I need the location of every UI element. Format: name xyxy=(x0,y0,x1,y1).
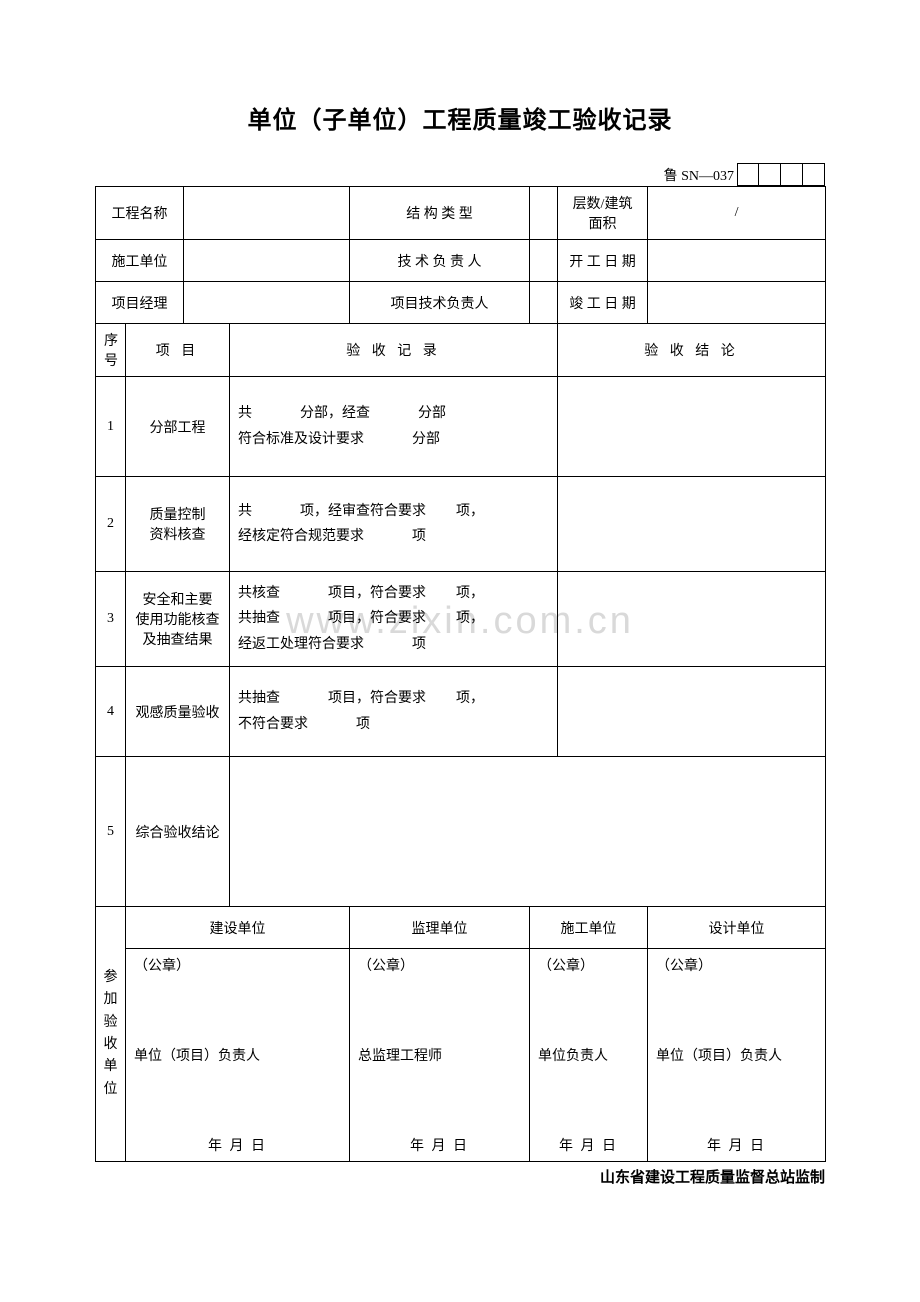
header-conclusion: 验 收 结 论 xyxy=(558,324,826,377)
role-text: 单位负责人 xyxy=(538,1045,639,1065)
value-project-tech-leader xyxy=(530,282,558,324)
code-box xyxy=(737,164,759,186)
label-start-date: 开 工 日 期 xyxy=(558,240,648,282)
main-table: 工程名称 结 构 类 型 层数/建筑面积 / 施工单位 技 术 负 责 人 开 … xyxy=(95,186,826,1162)
unit-name: 建设单位 xyxy=(126,907,350,949)
code-box xyxy=(803,164,825,186)
value-pm xyxy=(184,282,350,324)
page-title: 单位（子单位）工程质量竣工验收记录 xyxy=(95,100,825,135)
unit-cell: （公章） 单位（项目）负责人 年 月 日 xyxy=(648,949,826,1162)
seal-text: （公章） xyxy=(538,955,639,975)
cell-record xyxy=(230,757,826,907)
cell-item: 分部工程 xyxy=(126,377,230,477)
cell-record: 共核查项目，符合要求项，共抽查项目，符合要求项，经返工处理符合要求项 xyxy=(230,572,558,667)
cell-record: 共抽查项目，符合要求项，不符合要求项 xyxy=(230,667,558,757)
info-row-2: 施工单位 技 术 负 责 人 开 工 日 期 xyxy=(96,240,826,282)
table-row: 2 质量控制资料核查 共项，经审查符合要求项，经核定符合规范要求项 xyxy=(96,477,826,572)
unit-name: 施工单位 xyxy=(530,907,648,949)
value-project-name xyxy=(184,187,350,240)
value-floors-area: / xyxy=(648,187,826,240)
unit-name: 监理单位 xyxy=(350,907,530,949)
table-header-row: 序号 项 目 验 收 记 录 验 收 结 论 xyxy=(96,324,826,377)
unit-name: 设计单位 xyxy=(648,907,826,949)
date-line: 年 月 日 xyxy=(538,1135,639,1155)
cell-seq: 3 xyxy=(96,572,126,667)
role-text: 总监理工程师 xyxy=(358,1045,521,1065)
label-project-tech-leader: 项目技术负责人 xyxy=(350,282,530,324)
cell-record: 共项，经审查符合要求项，经核定符合规范要求项 xyxy=(230,477,558,572)
cell-conclusion xyxy=(558,572,826,667)
value-structure-type xyxy=(530,187,558,240)
participant-header-row: 参加验收单位 建设单位 监理单位 施工单位 设计单位 xyxy=(96,907,826,949)
table-row: 4 观感质量验收 共抽查项目，符合要求项，不符合要求项 xyxy=(96,667,826,757)
label-tech-leader: 技 术 负 责 人 xyxy=(350,240,530,282)
value-construction-unit xyxy=(184,240,350,282)
header-item: 项 目 xyxy=(126,324,230,377)
value-completion-date xyxy=(648,282,826,324)
cell-item: 综合验收结论 xyxy=(126,757,230,907)
table-row: 3 安全和主要使用功能核查及抽查结果 共核查项目，符合要求项，共抽查项目，符合要… xyxy=(96,572,826,667)
cell-seq: 2 xyxy=(96,477,126,572)
side-label-text: 参加验收单位 xyxy=(102,967,120,1101)
value-tech-leader xyxy=(530,240,558,282)
unit-cell: （公章） 总监理工程师 年 月 日 xyxy=(350,949,530,1162)
role-text: 单位（项目）负责人 xyxy=(134,1045,341,1065)
cell-seq: 1 xyxy=(96,377,126,477)
label-pm: 项目经理 xyxy=(96,282,184,324)
footer-text: 山东省建设工程质量监督总站监制 xyxy=(95,1166,825,1187)
value-start-date xyxy=(648,240,826,282)
cell-seq: 5 xyxy=(96,757,126,907)
cell-record: 共分部，经查分部符合标准及设计要求分部 xyxy=(230,377,558,477)
seal-text: （公章） xyxy=(656,955,817,975)
cell-seq: 4 xyxy=(96,667,126,757)
form-code-row: 鲁 SN—037 xyxy=(95,163,825,186)
label-project-name: 工程名称 xyxy=(96,187,184,240)
date-line: 年 月 日 xyxy=(358,1135,521,1155)
form-code-label: 鲁 SN—037 xyxy=(664,165,734,185)
table-row: 5 综合验收结论 xyxy=(96,757,826,907)
seal-text: （公章） xyxy=(358,955,521,975)
header-seq: 序号 xyxy=(96,324,126,377)
info-row-1: 工程名称 结 构 类 型 层数/建筑面积 / xyxy=(96,187,826,240)
unit-cell: （公章） 单位（项目）负责人 年 月 日 xyxy=(126,949,350,1162)
participant-body-row: （公章） 单位（项目）负责人 年 月 日 （公章） 总监理工程师 年 月 日 （… xyxy=(96,949,826,1162)
unit-cell: （公章） 单位负责人 年 月 日 xyxy=(530,949,648,1162)
seal-text: （公章） xyxy=(134,955,341,975)
table-row: 1 分部工程 共分部，经查分部符合标准及设计要求分部 xyxy=(96,377,826,477)
cell-conclusion xyxy=(558,377,826,477)
cell-conclusion xyxy=(558,477,826,572)
date-line: 年 月 日 xyxy=(134,1135,341,1155)
cell-item: 观感质量验收 xyxy=(126,667,230,757)
code-box xyxy=(781,164,803,186)
label-floors-area: 层数/建筑面积 xyxy=(558,187,648,240)
participant-side-label: 参加验收单位 xyxy=(96,907,126,1162)
cell-item: 质量控制资料核查 xyxy=(126,477,230,572)
label-construction-unit: 施工单位 xyxy=(96,240,184,282)
role-text: 单位（项目）负责人 xyxy=(656,1045,817,1065)
header-record: 验 收 记 录 xyxy=(230,324,558,377)
label-completion-date: 竣 工 日 期 xyxy=(558,282,648,324)
form-code-boxes xyxy=(737,163,825,186)
code-box xyxy=(759,164,781,186)
cell-item: 安全和主要使用功能核查及抽查结果 xyxy=(126,572,230,667)
date-line: 年 月 日 xyxy=(656,1135,817,1155)
info-row-3: 项目经理 项目技术负责人 竣 工 日 期 xyxy=(96,282,826,324)
label-structure-type: 结 构 类 型 xyxy=(350,187,530,240)
cell-conclusion xyxy=(558,667,826,757)
